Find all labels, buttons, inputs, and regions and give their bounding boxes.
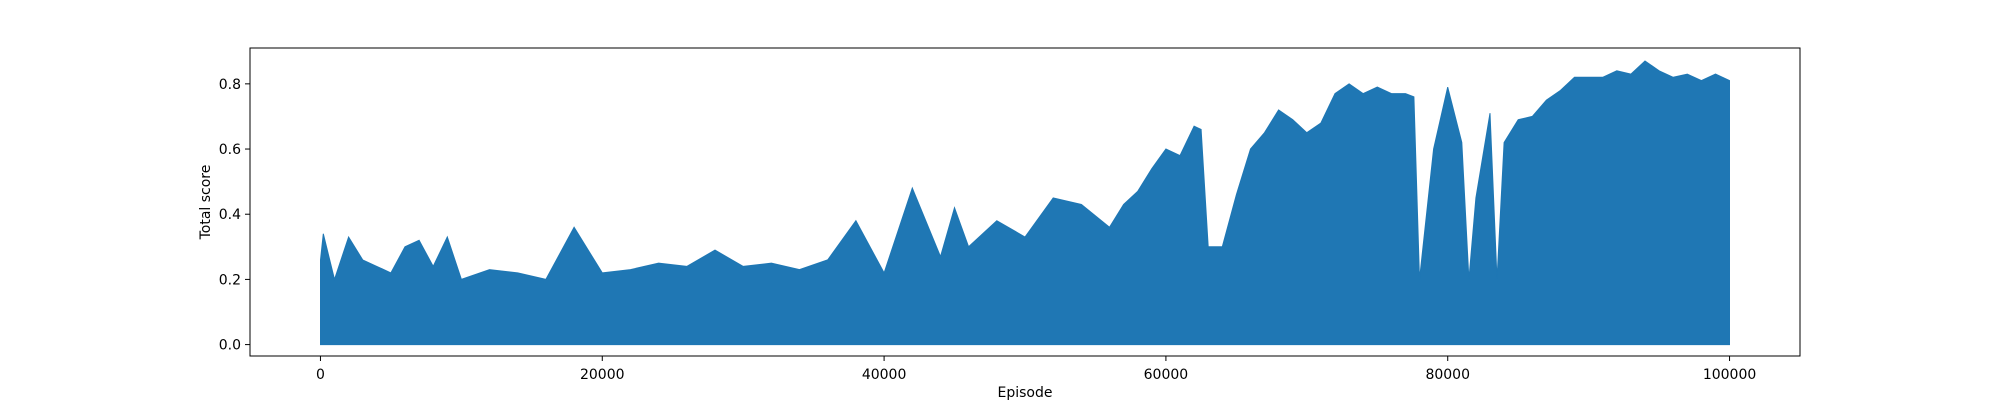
plot-series-group — [320, 60, 1730, 346]
y-tick-label: 0.6 — [219, 142, 241, 158]
y-tick-label: 0.0 — [219, 338, 241, 354]
y-axis-ticks: 0.0 0.2 0.4 0.6 0.8 — [219, 77, 250, 354]
axes-frame — [249, 47, 1801, 357]
y-tick-label: 0.8 — [219, 77, 241, 93]
y-tick-label: 0.4 — [219, 207, 241, 223]
x-tick-label: 100000 — [1703, 367, 1756, 383]
series-line-0 — [320, 60, 1730, 346]
x-tick-label: 80000 — [1425, 367, 1470, 383]
x-tick-label: 60000 — [1144, 367, 1189, 383]
x-tick-label: 40000 — [862, 367, 907, 383]
y-axis-label: Total score — [198, 165, 214, 241]
x-axis-ticks: 0 20000 40000 60000 80000 100000 — [316, 356, 1756, 383]
x-tick-label: 20000 — [580, 367, 625, 383]
x-tick-label: 0 — [316, 367, 325, 383]
x-axis-label: Episode — [998, 385, 1053, 400]
y-tick-label: 0.2 — [219, 272, 241, 288]
